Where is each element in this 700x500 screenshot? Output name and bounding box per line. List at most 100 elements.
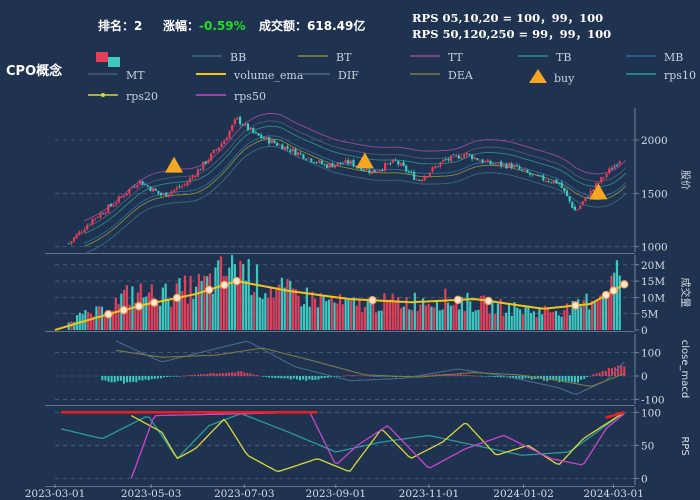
rps-line-rps10 (60, 411, 625, 460)
candle-body (78, 231, 81, 236)
volume-bar (397, 297, 400, 330)
macd-bar (295, 376, 298, 380)
candle-body (468, 153, 471, 155)
buy-icon (529, 69, 547, 83)
macd-bar (110, 376, 113, 383)
legend-item-volume-ema: volume_ema (196, 69, 304, 82)
volume-bar (358, 299, 361, 330)
candle-body (297, 152, 300, 156)
macd-bar (342, 375, 345, 377)
candle-body (436, 166, 439, 168)
candle-body (146, 185, 149, 187)
volume-bar (530, 313, 533, 330)
candle-body (312, 162, 316, 163)
volume-bar (471, 311, 475, 330)
volume-bar (377, 310, 380, 330)
volume-bar (103, 316, 106, 330)
volume-bar (208, 273, 212, 330)
candle-body (457, 155, 461, 159)
macd-bar (104, 376, 107, 381)
candle-body (233, 119, 236, 124)
volume-bar (546, 308, 549, 330)
x-tick-label: 2023-09-01 (306, 488, 367, 500)
volume-bar (577, 299, 580, 330)
candle-body (552, 180, 555, 184)
candle-body (481, 159, 484, 163)
candle-body (365, 168, 368, 171)
rank-value: 2 (134, 19, 143, 33)
candle-body (262, 137, 265, 139)
volume-bar (505, 312, 508, 330)
macd-bar (116, 376, 119, 382)
candle-body (463, 154, 466, 158)
macd-bar (502, 376, 505, 378)
candle-body (294, 148, 297, 156)
volume-bar (147, 292, 151, 330)
candle-body (162, 193, 165, 195)
candle-body (130, 187, 134, 189)
macd-bar (261, 376, 264, 377)
candle-body (510, 163, 513, 169)
volume-bar (289, 280, 292, 330)
candle-body (289, 150, 292, 152)
candle-body (513, 165, 516, 168)
macd-bar (351, 375, 354, 376)
candle-body (236, 117, 239, 120)
macd-bar (252, 374, 255, 376)
macd-bar (487, 376, 490, 377)
macd-bar (122, 376, 125, 384)
candle-body (518, 166, 521, 170)
volume-signal-dot (368, 296, 377, 305)
macd-bar (598, 372, 601, 376)
macd-bar (156, 376, 159, 379)
candle-body (413, 172, 416, 180)
candle-body (476, 158, 479, 161)
candle-body (555, 179, 558, 184)
candle-body (597, 182, 600, 184)
volume-bar (469, 301, 472, 330)
macd-bar (181, 375, 184, 377)
change-label: 涨幅： (163, 19, 200, 33)
dea-line (116, 347, 625, 387)
candle-body (138, 180, 142, 185)
candle-body (581, 201, 584, 205)
volume-bar (458, 309, 461, 330)
candle-body (418, 179, 421, 181)
change-value: -0.59% (199, 19, 246, 33)
candle-body (96, 217, 99, 218)
candle-body (507, 163, 511, 169)
macd-bar (237, 371, 240, 376)
macd-bar (592, 374, 595, 376)
x-tick-label: 2023-05-03 (121, 488, 182, 500)
macd-bar (580, 376, 583, 380)
macd-bar (521, 376, 524, 380)
x-tick-label: 2024-01-02 (493, 488, 554, 500)
candle-body (333, 164, 337, 168)
macd-bar (370, 375, 373, 377)
volume-bar (230, 255, 234, 330)
volume-bar (463, 311, 466, 330)
volume-signal-dot (484, 296, 493, 306)
macd-bar (465, 374, 468, 376)
macd-bar (255, 375, 258, 376)
macd-bar (422, 375, 425, 376)
macd-bar (336, 376, 339, 377)
macd-bar (141, 376, 144, 381)
macd-bar (604, 370, 607, 376)
candle-body (215, 149, 218, 151)
volume-bar (399, 308, 403, 330)
candle-body (67, 243, 70, 245)
volume-bar (142, 297, 145, 330)
macd-bar (339, 376, 342, 377)
volume-bar (372, 297, 375, 330)
candle-body (447, 159, 450, 161)
macd-bar (166, 376, 169, 378)
macd-bar (221, 373, 224, 376)
volume-bar (161, 287, 164, 330)
candle-body (473, 157, 476, 160)
volume-bar (225, 275, 228, 330)
candle-body (526, 169, 529, 173)
macd-bar (496, 376, 499, 378)
candle-body (91, 219, 94, 225)
